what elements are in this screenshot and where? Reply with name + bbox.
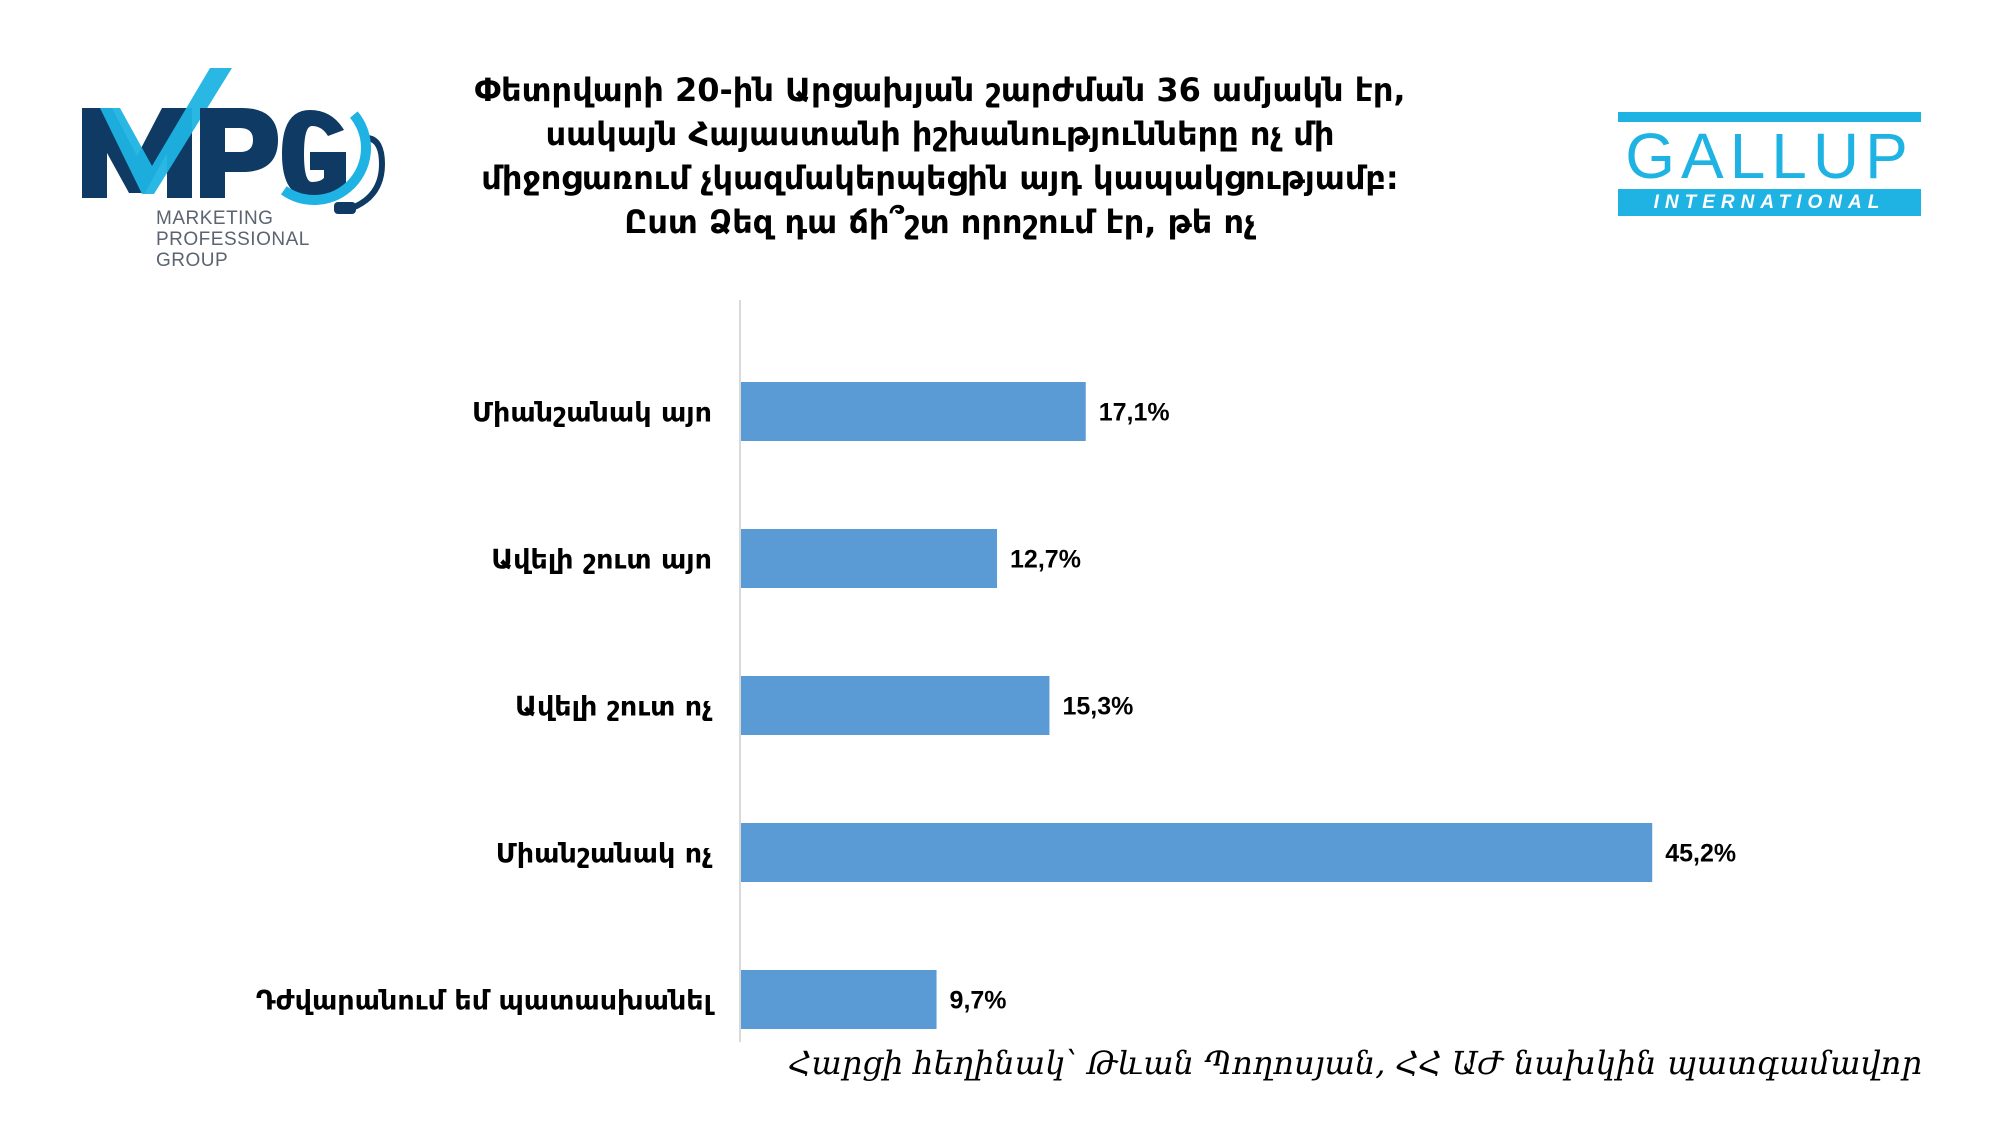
bar — [741, 676, 1050, 735]
mpg-logo-subtitle: MARKETING PROFESSIONAL GROUP — [156, 208, 310, 271]
data-label: 15,3% — [1062, 693, 1133, 721]
gallup-logo-subtitle: INTERNATIONAL — [1618, 189, 1921, 216]
chart-title-line: Փետրվարի 20-ին Արցախյան շարժման 36 ամյակ… — [474, 71, 1406, 109]
bar-chart: Միանշանակ այո 17,1% Ավելի շուտ այո 12,7% Ավե… — [256, 300, 1736, 1042]
gallup-logo-topline — [1618, 112, 1921, 122]
mpg-logo-line: PROFESSIONAL — [156, 229, 310, 250]
chart-title-line: միջոցառում չկազմակերպեցին այդ կապակցությ… — [481, 159, 1399, 197]
category-label: Դժվարանում եմ պատասխանել — [256, 986, 716, 1017]
chart-title-line: Ըստ Ձեզ դա ճի՞շտ որոշում էր, թե ոչ — [624, 203, 1256, 241]
chart-title: Փետրվարի 20-ին Արցախյան շարժման 36 ամյակ… — [440, 68, 1440, 244]
bar — [741, 823, 1653, 882]
footnote: Հարցի հեղինակ՝ Թևան Պողոսյան, ՀՀ ԱԺ նախկ… — [788, 1044, 1922, 1082]
category-label: Ավելի շուտ ոչ — [515, 692, 713, 723]
category-label: Միանշանակ ոչ — [496, 839, 713, 870]
mpg-logo-mark — [82, 68, 386, 214]
gallup-logo-word: GALLUP — [1625, 120, 1914, 192]
data-label: 17,1% — [1099, 399, 1170, 427]
chart-title-line: սակայն Հայաստանի իշխանությունները ոչ մի — [545, 115, 1335, 153]
category-label: Միանշանակ այո — [472, 398, 712, 429]
bar — [741, 382, 1086, 441]
mpg-logo-line: MARKETING — [156, 208, 274, 229]
bar — [741, 529, 998, 588]
data-label: 12,7% — [1010, 546, 1081, 574]
category-label: Ավելի շուտ այո — [491, 545, 712, 576]
mpg-logo: MARKETING PROFESSIONAL GROUP — [82, 68, 402, 278]
data-label: 45,2% — [1665, 840, 1736, 868]
data-label: 9,7% — [950, 987, 1007, 1015]
mpg-logo-line: GROUP — [156, 250, 229, 271]
bar — [741, 970, 937, 1029]
gallup-logo: GALLUP INTERNATIONAL — [1618, 112, 1921, 216]
